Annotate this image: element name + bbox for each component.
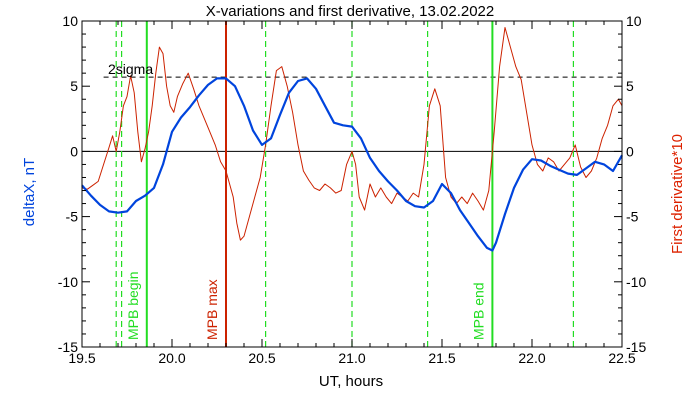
series-line-derivative — [81, 27, 623, 241]
annotation-layer: MPB begin MPB max MPB end — [125, 272, 487, 340]
series-layer — [81, 27, 623, 252]
sigma-label: 2sigma — [108, 61, 153, 77]
y-tick-label-left: -15 — [58, 339, 78, 355]
x-tick-label: 19.5 — [68, 350, 95, 366]
x-tick-label: 21.5 — [428, 350, 455, 366]
x-tick-label: 22.5 — [608, 350, 635, 366]
x-tick-label: 20.5 — [248, 350, 275, 366]
y-tick-label-right: -15 — [626, 339, 646, 355]
y-axis-label-left: deltaX, nT — [21, 158, 38, 226]
x-axis-label: UT, hours — [319, 373, 383, 390]
y-tick-label-right: -5 — [626, 209, 639, 225]
x-tick-label: 21.0 — [338, 350, 365, 366]
y-tick-label-left: 5 — [70, 78, 78, 94]
y-tick-label-right: 0 — [626, 143, 634, 159]
x-tick-label: 20.0 — [158, 350, 185, 366]
tick-layer: 19.5 20.0 20.5 21.0 21.5 22.0 22.5-15 -15-10 -10… — [58, 13, 647, 366]
y-tick-label-left: -5 — [66, 209, 79, 225]
x-tick-label: 22.0 — [518, 350, 545, 366]
series-line-deltaX — [81, 77, 623, 252]
y-tick-label-left: 0 — [70, 143, 78, 159]
y-tick-label-right: 5 — [626, 78, 634, 94]
y-axis-label-right: First derivative*10 — [669, 134, 686, 254]
y-tick-label-right: -10 — [626, 274, 646, 290]
chart-title: X-variations and first derivative, 13.02… — [206, 3, 495, 20]
y-tick-label-left: -10 — [58, 274, 78, 290]
y-tick-label-left: 10 — [62, 13, 78, 29]
mpb-max-label: MPB max — [204, 279, 220, 340]
reference-lines — [82, 21, 622, 347]
y-tick-label-right: 10 — [626, 13, 642, 29]
mpb-end-label: MPB end — [470, 282, 486, 340]
mpb-begin-label: MPB begin — [125, 272, 141, 340]
